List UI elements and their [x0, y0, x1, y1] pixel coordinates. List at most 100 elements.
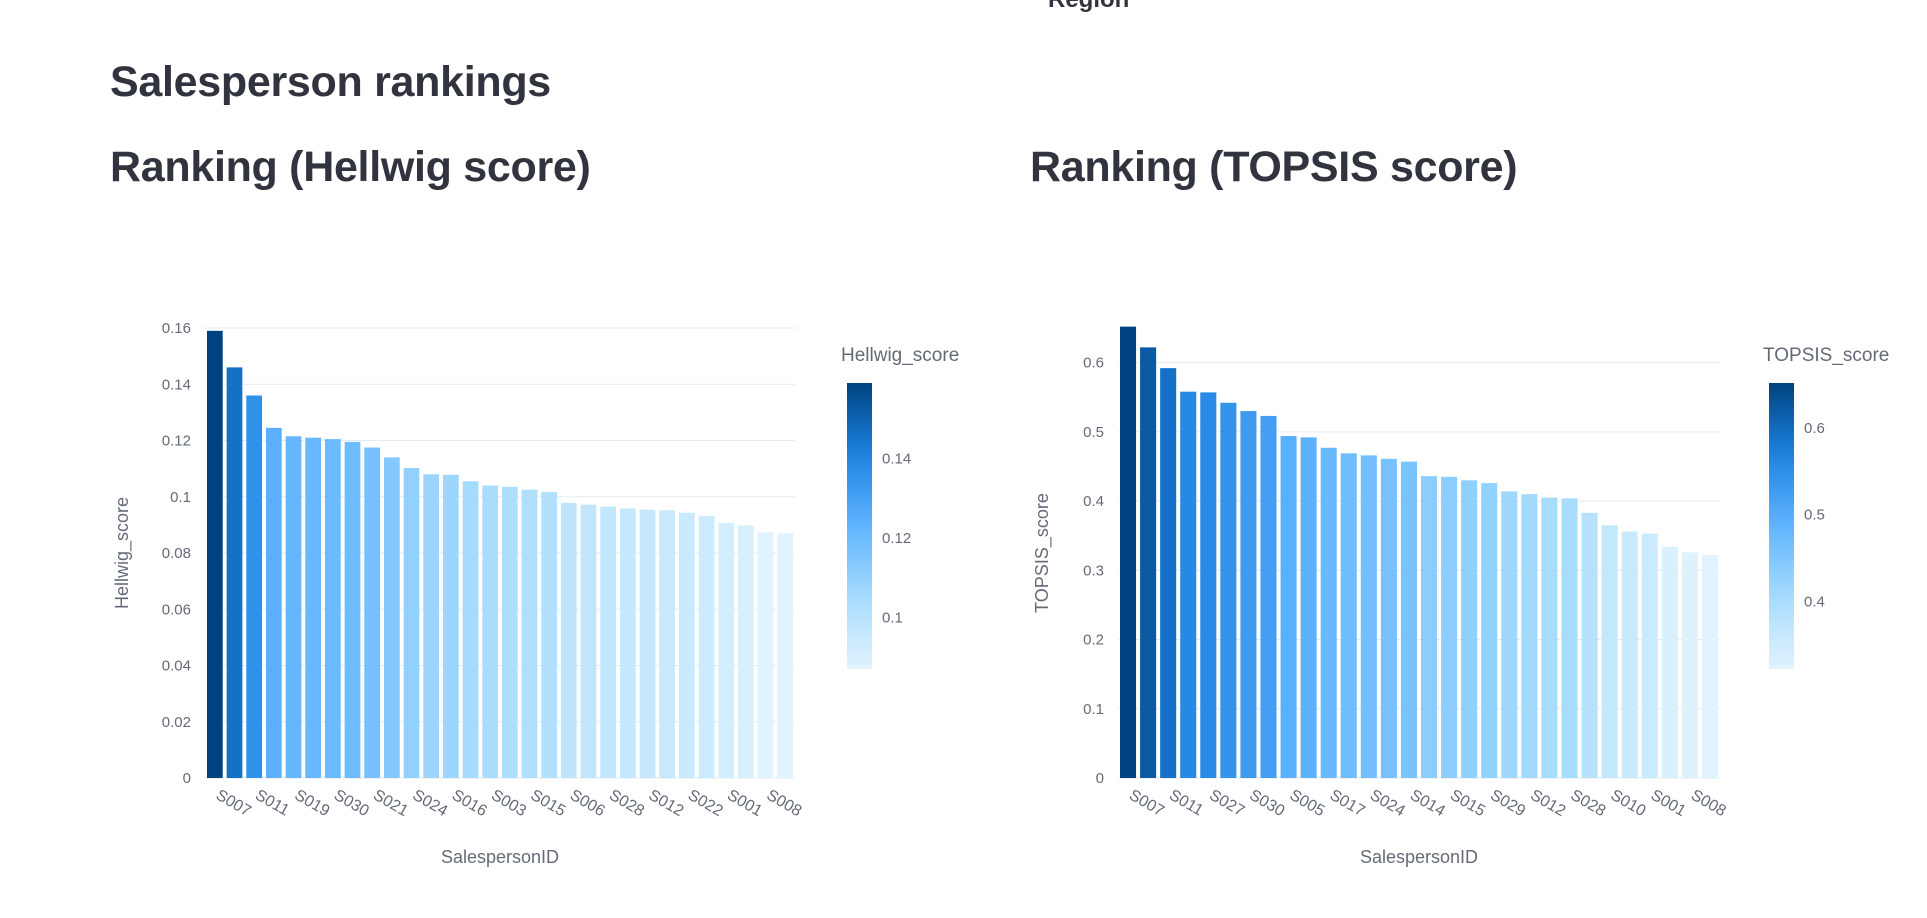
hellwig-colorbar-title: Hellwig_score — [841, 345, 959, 366]
hellwig-bar-chart[interactable]: 0 0.02 0.04 0.06 0.08 0.1 0.12 0.14 0.16 S007S011… — [110, 300, 980, 880]
hellwig-bar[interactable] — [501, 486, 518, 778]
topsis-x-tick-label: S010 — [1608, 787, 1649, 820]
topsis-bar[interactable] — [1641, 533, 1658, 778]
hellwig-bar[interactable] — [206, 330, 223, 778]
hellwig-x-tick-label: S001 — [724, 787, 765, 820]
topsis-bar[interactable] — [1581, 512, 1598, 778]
topsis-bar[interactable] — [1320, 447, 1337, 778]
topsis-bar[interactable] — [1601, 525, 1618, 778]
hellwig-bar[interactable] — [541, 491, 558, 778]
hellwig-x-tick-label: S019 — [292, 787, 333, 820]
topsis-bar[interactable] — [1160, 368, 1177, 778]
hellwig-bar[interactable] — [285, 436, 302, 778]
hellwig-bar[interactable] — [442, 474, 459, 778]
topsis-bar[interactable] — [1200, 392, 1217, 778]
hellwig-x-tick-label: S022 — [685, 787, 726, 820]
hellwig-bar[interactable] — [305, 437, 322, 778]
hellwig-bar[interactable] — [364, 447, 381, 778]
topsis-x-tick-label: S015 — [1447, 787, 1488, 820]
hellwig-bar[interactable] — [383, 457, 400, 778]
hellwig-colorbar-tick-label: 0.12 — [882, 530, 911, 547]
topsis-bar[interactable] — [1220, 402, 1237, 778]
hellwig-x-axis-title: SalespersonID — [441, 847, 559, 867]
topsis-bar[interactable] — [1701, 555, 1718, 778]
hellwig-bar[interactable] — [698, 515, 715, 778]
topsis-x-tick-label: S011 — [1166, 787, 1206, 820]
hellwig-bar[interactable] — [344, 441, 361, 778]
topsis-x-tick-label: S028 — [1568, 787, 1609, 820]
topsis-bar[interactable] — [1661, 546, 1678, 778]
topsis-y-tick-label: 0.1 — [1083, 701, 1104, 718]
hellwig-bar[interactable] — [659, 510, 676, 778]
topsis-x-tick-label: S014 — [1407, 787, 1448, 820]
topsis-bar[interactable] — [1501, 491, 1518, 778]
topsis-bar[interactable] — [1421, 476, 1438, 778]
hellwig-bar[interactable] — [462, 481, 479, 778]
hellwig-bar[interactable] — [246, 395, 263, 779]
topsis-colorbar-tick-label: 0.4 — [1804, 593, 1825, 610]
topsis-bar[interactable] — [1140, 347, 1157, 778]
hellwig-y-tick-label: 0.1 — [170, 489, 191, 506]
topsis-bar[interactable] — [1561, 498, 1578, 778]
hellwig-x-tick-label: S021 — [370, 787, 411, 820]
hellwig-y-tick-label: 0.16 — [162, 320, 191, 337]
topsis-colorbar-tick-label: 0.5 — [1804, 507, 1825, 524]
hellwig-y-tick-label: 0.08 — [162, 545, 191, 562]
topsis-bar[interactable] — [1120, 326, 1137, 778]
hellwig-bar[interactable] — [757, 532, 774, 778]
hellwig-x-tick-label: S012 — [646, 787, 687, 820]
hellwig-bar[interactable] — [777, 533, 794, 778]
hellwig-bar[interactable] — [521, 489, 538, 778]
hellwig-bar[interactable] — [718, 522, 735, 778]
topsis-y-tick-label: 0.4 — [1083, 493, 1104, 510]
hellwig-bar[interactable] — [580, 504, 597, 778]
hellwig-bar[interactable] — [560, 502, 577, 778]
topsis-x-tick-label: S030 — [1246, 787, 1287, 820]
topsis-colorbar-title: TOPSIS_score — [1763, 345, 1889, 366]
topsis-bar[interactable] — [1481, 483, 1498, 778]
topsis-bar[interactable] — [1521, 494, 1538, 778]
topsis-bar[interactable] — [1461, 480, 1478, 778]
hellwig-x-tick-label: S016 — [449, 787, 490, 820]
region-label-cut: Region — [1048, 0, 1129, 14]
topsis-x-tick-label: S024 — [1367, 787, 1408, 820]
hellwig-bar[interactable] — [639, 509, 656, 778]
hellwig-bar[interactable] — [600, 506, 617, 778]
topsis-bar[interactable] — [1300, 437, 1317, 778]
topsis-bar[interactable] — [1400, 461, 1417, 778]
topsis-x-tick-label: S001 — [1648, 787, 1689, 820]
topsis-x-tick-label: S017 — [1327, 787, 1368, 820]
hellwig-colorbar-tick-label: 0.14 — [882, 450, 911, 467]
hellwig-bar[interactable] — [737, 525, 754, 778]
hellwig-bar[interactable] — [403, 468, 420, 778]
hellwig-x-tick-label: S015 — [528, 787, 569, 820]
topsis-bar[interactable] — [1541, 497, 1558, 778]
topsis-colorbar — [1769, 383, 1794, 669]
hellwig-x-tick-label: S008 — [764, 787, 805, 820]
hellwig-y-tick-label: 0.06 — [162, 601, 191, 618]
hellwig-bar[interactable] — [678, 512, 695, 778]
hellwig-bar[interactable] — [324, 439, 341, 778]
topsis-bar[interactable] — [1360, 455, 1377, 778]
hellwig-bar[interactable] — [265, 427, 282, 778]
topsis-bar[interactable] — [1380, 458, 1397, 778]
topsis-bar[interactable] — [1340, 453, 1357, 778]
hellwig-bar[interactable] — [423, 474, 440, 778]
hellwig-y-tick-label: 0.04 — [162, 658, 191, 675]
topsis-y-tick-label: 0.5 — [1083, 424, 1104, 441]
topsis-bar[interactable] — [1621, 531, 1638, 778]
page-heading: Salesperson rankings — [110, 58, 551, 106]
hellwig-bar[interactable] — [619, 508, 636, 778]
hellwig-colorbar-tick-label: 0.1 — [882, 609, 903, 626]
topsis-bar[interactable] — [1180, 391, 1197, 778]
topsis-bar[interactable] — [1441, 476, 1458, 778]
topsis-bar[interactable] — [1240, 411, 1257, 778]
hellwig-bar[interactable] — [482, 485, 499, 779]
hellwig-x-tick-label: S003 — [488, 787, 529, 820]
hellwig-bar[interactable] — [226, 367, 243, 778]
hellwig-y-tick-label: 0.12 — [162, 433, 191, 450]
topsis-bar[interactable] — [1260, 415, 1277, 778]
topsis-bar[interactable] — [1280, 436, 1297, 778]
topsis-bar[interactable] — [1681, 552, 1698, 778]
